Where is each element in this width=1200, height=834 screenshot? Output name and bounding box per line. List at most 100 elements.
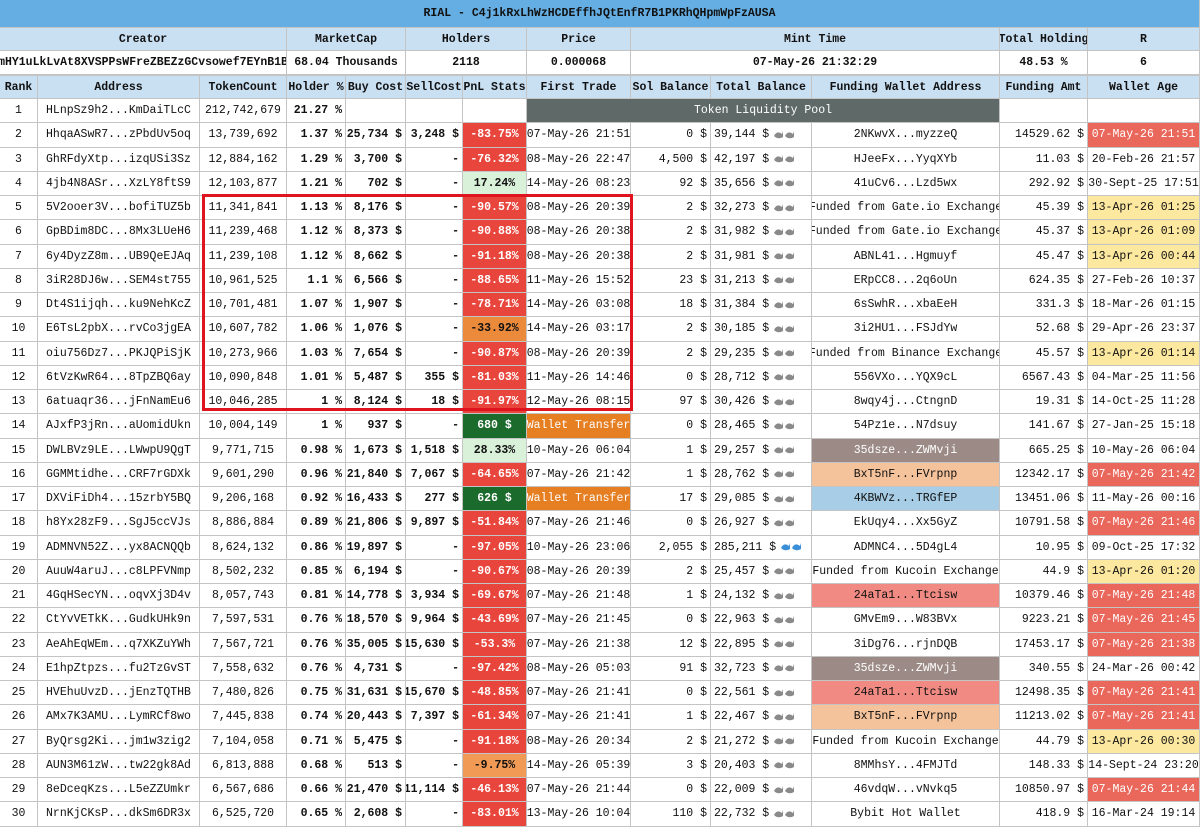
cell-text: 07-May-26 21:41	[1091, 710, 1196, 724]
table-cell: 6	[0, 220, 38, 245]
table-cell: 7,067 $	[406, 462, 463, 487]
whale-icons	[781, 543, 802, 551]
table-cell: 23 $	[631, 268, 711, 293]
cell-text: 45.57 $	[1035, 346, 1084, 360]
table-cell: 11213.02 $	[1000, 705, 1088, 730]
cell-text: 12,884,162	[208, 152, 278, 166]
table-cell: 32,723 $	[711, 656, 812, 681]
table-cell: 25,457 $	[711, 559, 812, 584]
table-cell: 07-May-26 21:45	[1088, 608, 1200, 633]
cell-text: 13-Apr-26 01:20	[1091, 564, 1196, 578]
cell-text: Wallet Transfer	[527, 492, 631, 506]
cell-text: Token Liquidity Pool	[693, 104, 833, 118]
table-cell: -	[406, 802, 463, 827]
cell-text: 8	[15, 273, 22, 287]
table-cell: -76.32%	[463, 147, 527, 172]
table-cell: 1,673 $	[346, 438, 406, 463]
table-cell: 12	[0, 365, 38, 390]
cell-text: 16,433 $	[346, 492, 402, 506]
table-cell: 35,656 $	[711, 171, 812, 196]
cell-text: 2 $	[686, 734, 707, 748]
table-cell: 2,608 $	[346, 802, 406, 827]
column-header: Buy Cost	[346, 76, 406, 99]
cell-text: 4,731 $	[353, 661, 402, 675]
table-cell: 30,426 $	[711, 390, 812, 415]
table-cell: E6TsL2pbX...rvCo3jgEA	[38, 317, 200, 342]
table-cell: 5	[0, 196, 38, 221]
table-cell: h8Yx28zF9...SgJ5ccVJs	[38, 511, 200, 536]
table-cell: AuuW4aruJ...c8LPFVNmp	[38, 559, 200, 584]
cell-text: 17	[11, 492, 26, 506]
table-cell: 21,470 $	[346, 778, 406, 803]
cell-text: 702 $	[367, 176, 402, 190]
cell-text: 25,734 $	[346, 128, 402, 142]
cell-text: HhqaASwR7...zPbdUv5oq	[46, 128, 191, 142]
cell-text: 27-Jan-25 15:18	[1091, 419, 1196, 433]
cell-text: 24	[11, 661, 26, 675]
cell-text: 0 $	[686, 686, 707, 700]
table-cell: -9.75%	[463, 753, 527, 778]
cell-text: 680 $	[477, 419, 512, 433]
table-cell: 35dsze...ZWMvji	[812, 438, 1000, 463]
table-cell: 10,004,149	[200, 414, 287, 439]
cell-text: 3,248 $	[410, 128, 459, 142]
table-cell: 16	[0, 462, 38, 487]
table-cell: -90.67%	[463, 559, 527, 584]
table-cell: 1.06 %	[287, 317, 346, 342]
cell-text: 2 $	[686, 249, 707, 263]
table-cell: 45.57 $	[1000, 341, 1088, 366]
table-cell: DWLBVz9LE...LWwpU9QgT	[38, 438, 200, 463]
pool-cell: Token Liquidity Pool	[527, 99, 1000, 124]
table-cell: 4,731 $	[346, 656, 406, 681]
table-cell: 15,630 $	[406, 632, 463, 657]
table-cell: 07-May-26 21:42	[527, 462, 631, 487]
table-cell: 0 $	[631, 608, 711, 633]
table-cell: 29,085 $	[711, 487, 812, 512]
table-cell: 11-May-26 00:16	[1088, 487, 1200, 512]
cell-text: 10,607,782	[208, 322, 278, 336]
cell-text: -90.57%	[470, 201, 519, 215]
summary-header: MarketCap	[287, 28, 406, 51]
table-cell: 22,467 $	[711, 705, 812, 730]
cell-text: 04-Mar-25 11:56	[1091, 370, 1196, 384]
table-cell: 11.03 $	[1000, 147, 1088, 172]
cell-text: Funded from Kucoin Exchange	[812, 564, 999, 578]
cell-text: 10-May-26 06:04	[1091, 443, 1196, 457]
cell-text: 10	[11, 322, 26, 336]
cell-text: -91.18%	[470, 249, 519, 263]
cell-text: 7,067 $	[410, 467, 459, 481]
cell-text: -	[452, 758, 459, 772]
table-cell: 3iDg76...rjnDQB	[812, 632, 1000, 657]
table-cell: 16,433 $	[346, 487, 406, 512]
table-cell: 2 $	[631, 317, 711, 342]
cell-text: DXViFiDh4...15zrbY5BQ	[46, 492, 191, 506]
table-cell: 31,982 $	[711, 220, 812, 245]
summary-value: 68.04 Thousands	[287, 51, 406, 75]
cell-text: -	[452, 419, 459, 433]
cell-text: MarketCap	[314, 32, 378, 46]
table-cell	[406, 99, 463, 124]
cell-text: 35dsze...ZWMvji	[853, 443, 958, 457]
cell-text: 11,239,468	[208, 225, 278, 239]
cell-text: 0.92 %	[300, 492, 342, 506]
table-cell: Funded from Kucoin Exchange	[812, 559, 1000, 584]
cell-text: 110 $	[672, 807, 707, 821]
cell-text: AeAhEqWEm...q7XKZuYWh	[46, 637, 191, 651]
summary-value: 48.53 %	[1000, 51, 1088, 75]
table-cell: 8,373 $	[346, 220, 406, 245]
table-cell: 0.76 %	[287, 632, 346, 657]
cell-text: 3 $	[686, 758, 707, 772]
table-cell: 9,601,290	[200, 462, 287, 487]
whale-icons	[774, 591, 795, 599]
table-cell: 6sSwhR...xbaEeH	[812, 293, 1000, 318]
table-cell: GpBDim8DC...8Mx3LUeH6	[38, 220, 200, 245]
table-cell: -	[406, 220, 463, 245]
cell-text: 31,981 $	[714, 249, 770, 263]
cell-text: 07-May-26 21:48	[527, 589, 631, 603]
table-cell: -	[406, 535, 463, 560]
table-cell: 0.66 %	[287, 778, 346, 803]
cell-text: 28	[11, 758, 26, 772]
table-cell: 31,631 $	[346, 681, 406, 706]
column-header: Funding Amt	[1000, 76, 1088, 99]
